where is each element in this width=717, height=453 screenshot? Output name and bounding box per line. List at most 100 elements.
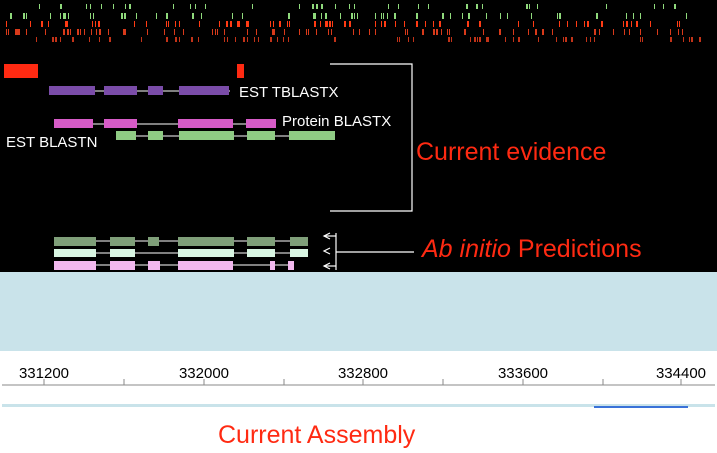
- assembly-track[interactable]: [2, 404, 715, 407]
- density-tick: [190, 4, 191, 9]
- density-tick: [272, 29, 274, 35]
- density-tick: [201, 13, 202, 19]
- density-tick: [335, 37, 336, 42]
- density-tick: [99, 21, 100, 27]
- density-tick: [565, 37, 567, 42]
- density-tick: [89, 37, 90, 42]
- density-tick: [8, 29, 9, 35]
- density-tick: [395, 21, 396, 27]
- density-tick: [450, 13, 451, 19]
- density-tick: [316, 29, 317, 35]
- current-evidence-label: Current evidence: [416, 138, 607, 166]
- density-tick: [274, 29, 275, 35]
- density-tick: [642, 37, 643, 42]
- density-tick: [125, 4, 126, 9]
- density-tick: [314, 13, 316, 19]
- density-tick: [316, 4, 317, 9]
- density-tick: [173, 4, 174, 9]
- density-tick: [270, 37, 272, 42]
- ruler-tick-label: 332800: [337, 365, 389, 382]
- density-tick: [399, 37, 400, 42]
- density-tick: [299, 4, 300, 9]
- density-tick: [11, 13, 12, 19]
- density-tick: [601, 21, 603, 27]
- ab-initio-text: Ab initio: [422, 235, 511, 263]
- ruler-tick-label: 331200: [18, 365, 70, 382]
- density-tick: [167, 13, 168, 19]
- density-tick: [408, 37, 409, 42]
- ruler-axis: [2, 379, 715, 386]
- density-tick: [68, 29, 69, 35]
- density-tick: [84, 29, 85, 35]
- density-tick: [212, 29, 213, 35]
- density-tick: [226, 21, 228, 27]
- density-tick: [279, 21, 281, 27]
- density-tick: [312, 4, 313, 9]
- coordinate-ruler[interactable]: 331200 332000 332800 333600 334400: [0, 351, 717, 391]
- density-tick: [168, 21, 169, 27]
- density-tick: [576, 21, 577, 27]
- density-tick: [175, 21, 176, 27]
- density-tick: [50, 13, 51, 19]
- density-tick: [535, 29, 537, 35]
- density-tick: [531, 13, 532, 19]
- density-tick: [345, 21, 346, 27]
- density-tick: [526, 4, 528, 9]
- density-tick: [36, 37, 37, 42]
- est-tblastx-label: EST TBLASTX: [239, 84, 339, 101]
- density-tick: [518, 21, 519, 27]
- assembly-highlight-segment[interactable]: [594, 406, 688, 408]
- density-tick: [113, 4, 114, 9]
- density-tick: [590, 37, 591, 42]
- density-tick: [466, 4, 468, 9]
- density-tick: [354, 4, 355, 9]
- density-tick: [72, 37, 73, 42]
- density-tick: [629, 29, 630, 35]
- density-tick: [413, 37, 414, 42]
- density-tick: [77, 29, 78, 35]
- density-tick: [78, 29, 79, 35]
- density-tick: [146, 21, 147, 27]
- density-tick: [449, 29, 450, 35]
- density-tick: [26, 29, 27, 35]
- density-tick: [91, 29, 92, 35]
- density-tick: [479, 21, 481, 27]
- density-tick: [556, 37, 557, 42]
- density-tick: [166, 37, 168, 42]
- track-features[interactable]: [0, 0, 717, 272]
- density-tick: [63, 29, 65, 35]
- density-tick: [357, 13, 358, 19]
- density-tick: [354, 13, 355, 19]
- density-tick: [686, 13, 687, 19]
- density-tick: [584, 21, 585, 27]
- density-tick: [183, 29, 184, 35]
- density-tick: [179, 21, 180, 27]
- density-tick: [313, 4, 314, 9]
- density-tick: [147, 29, 148, 35]
- density-tick: [70, 29, 71, 35]
- density-tick: [353, 29, 354, 35]
- density-tick: [384, 21, 386, 27]
- density-tick: [479, 37, 481, 42]
- density-tick: [537, 4, 538, 9]
- density-tick: [349, 4, 350, 9]
- density-tick: [422, 29, 424, 35]
- density-tick: [451, 37, 452, 42]
- ruler-tick-label: 334400: [655, 365, 707, 382]
- density-tick: [192, 13, 193, 19]
- density-tick: [198, 37, 199, 42]
- ab-initio-predictions-label: Ab initio Predictions: [422, 237, 642, 262]
- density-tick: [388, 4, 389, 9]
- density-tick: [98, 21, 99, 27]
- density-tick: [483, 29, 484, 35]
- empty-track-panel[interactable]: [0, 272, 717, 351]
- density-tick: [287, 21, 288, 27]
- density-tick: [351, 13, 353, 19]
- est-blastn-track: [116, 131, 335, 140]
- density-tick: [529, 4, 530, 9]
- density-tick: [217, 29, 218, 35]
- density-tick: [252, 4, 253, 9]
- density-tick: [640, 29, 641, 35]
- track-panel[interactable]: EST TBLASTX Protein BLASTX EST BLASTN Cu…: [0, 0, 717, 272]
- density-tick: [123, 29, 125, 35]
